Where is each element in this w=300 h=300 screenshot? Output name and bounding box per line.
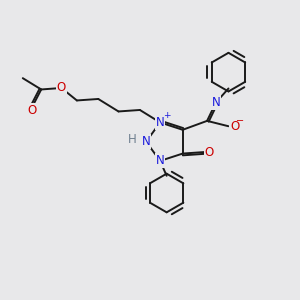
Text: O: O bbox=[205, 146, 214, 159]
Text: O: O bbox=[57, 82, 66, 94]
Text: O: O bbox=[28, 104, 37, 117]
Text: +: + bbox=[163, 110, 170, 119]
Text: N: N bbox=[156, 116, 164, 129]
Text: −: − bbox=[236, 116, 244, 126]
Text: H: H bbox=[128, 133, 136, 146]
Text: N: N bbox=[156, 154, 164, 167]
Text: N: N bbox=[212, 96, 220, 109]
Text: N: N bbox=[142, 135, 151, 148]
Text: O: O bbox=[230, 120, 239, 133]
